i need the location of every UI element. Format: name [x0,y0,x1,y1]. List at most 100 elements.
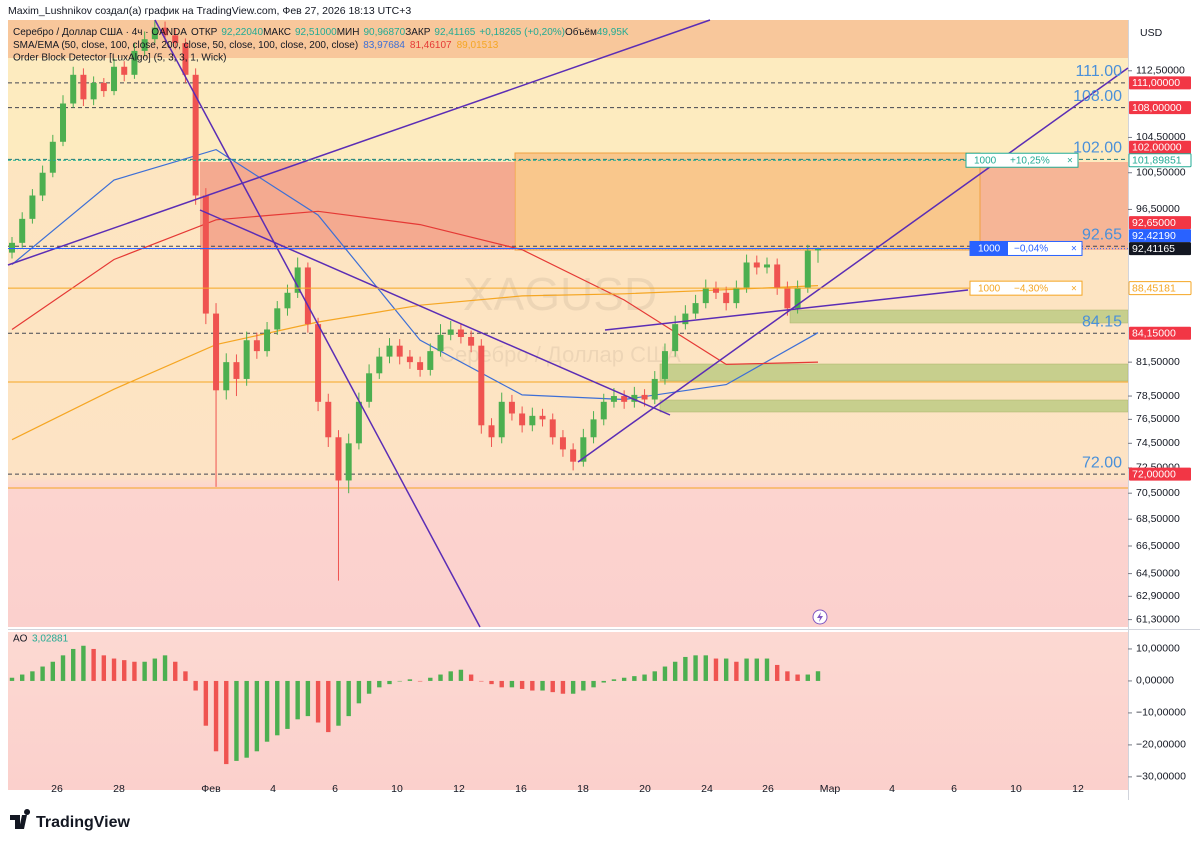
candle-body [529,415,536,426]
ao-bar [30,671,35,681]
logo-text: TradingView [36,814,131,831]
candle-body [223,362,230,391]
ao-bar [815,671,821,681]
ao-bar [479,680,484,682]
candle-body [784,287,791,309]
position-box[interactable]: 1000 −0,04% × [8,240,1083,256]
candle-body [345,443,352,481]
ao-bar [683,656,688,681]
candle-body [743,262,750,288]
price-tag [1129,216,1191,230]
level-label: 84.15 [1082,313,1122,330]
candle-body [182,43,189,75]
trend-line [577,67,1129,463]
ao-bar [254,680,260,752]
x-tick-label: 26 [762,783,774,795]
legend-part: 92,51000 [295,27,337,38]
ao-bar [540,680,545,691]
ao-bar [458,669,464,681]
candle-body [478,345,485,426]
price-tag [1129,242,1191,256]
position-qty: 1000 [978,283,1001,294]
position-pct: −4,30% [1014,283,1048,294]
ao-bar [509,680,515,688]
candle-body [457,329,464,337]
legend-part: ОТКР [191,27,218,38]
candle-body [447,329,454,335]
ao-bar [315,680,321,723]
candle-body [141,39,148,51]
price-tag [1129,467,1191,481]
candle-body [121,66,128,75]
y-tick-label: 96,50000 [1136,203,1180,215]
ao-bar [530,680,535,691]
legend-part: 90,96870 [363,27,405,38]
position-qty-bg [970,241,1008,256]
ao-bar [764,658,770,681]
ao-bar [468,674,474,681]
ao-name: AO [13,634,28,645]
ao-y-tick-label: 0,00000 [1136,675,1174,687]
ao-bar [611,679,617,681]
ao-bar [183,671,188,681]
ao-bar [642,674,647,681]
moving-average [11,148,819,401]
author-line: Maxim_Lushnikov создал(а) график на Trad… [8,5,411,17]
position-close[interactable]: × [1071,244,1077,255]
logo-mark [10,809,31,829]
ao-bar [264,680,270,742]
candle-body [641,394,648,400]
candle-body [100,82,107,92]
position-pct: +10,25% [1010,155,1050,166]
x-tick-label: 28 [113,783,125,795]
position-close[interactable]: × [1067,155,1073,166]
y-tick-label: 64,50000 [1136,567,1180,579]
logo: TradingView [10,809,131,831]
ao-bar [632,676,637,681]
y-tick-label: 78,50000 [1136,390,1180,402]
position-qty: 1000 [974,155,997,166]
candle-body [804,250,811,288]
candle-body [213,313,220,391]
alert-icon[interactable] [812,609,828,625]
candle-body [468,336,475,346]
ao-bar [448,671,453,681]
ao-bar [581,680,586,691]
ao-value: 3,02881 [32,634,69,645]
trend-lines [7,19,1129,628]
candle-body [325,401,332,438]
overlay-layer: 111.00 108.00 102.00 92.65 84.15 72.00 1000 +10… [8,63,1122,471]
ao-bar [50,661,56,681]
ao-bar [213,680,219,752]
ao-bar [438,674,443,681]
ao-bar [346,680,351,717]
candle-body [488,425,495,438]
price-tag-label: 92,41165 [1132,243,1175,255]
candle-body [335,437,342,481]
position-box[interactable]: 1000 −4,30% × [8,280,1083,296]
zone [8,58,1128,162]
candle-body [264,329,271,352]
candle-body [172,35,179,44]
candle-body [294,267,301,293]
moving-average [11,210,819,366]
ao-bar [20,674,25,681]
ao-bar [244,680,249,758]
x-tick-label: 16 [515,783,527,795]
candle-body [90,82,97,100]
candle-body [70,74,77,104]
position-close[interactable]: × [1071,283,1077,294]
candle-body [815,248,821,251]
legend-part: Серебро / Доллар США · 4ч · OANDA [13,26,187,38]
position-box[interactable]: 1000 +10,25% × [8,152,1079,168]
ao-bar [662,666,668,681]
watermark: XAGUSD Серебро / Доллар США [439,268,681,367]
price-tag [1128,153,1192,168]
price-tag [1129,76,1191,90]
candle-body [590,419,597,438]
candle-body [243,340,250,379]
ao-bar [519,680,525,689]
ao-bar [356,680,362,704]
x-tick-label: 18 [577,783,589,795]
